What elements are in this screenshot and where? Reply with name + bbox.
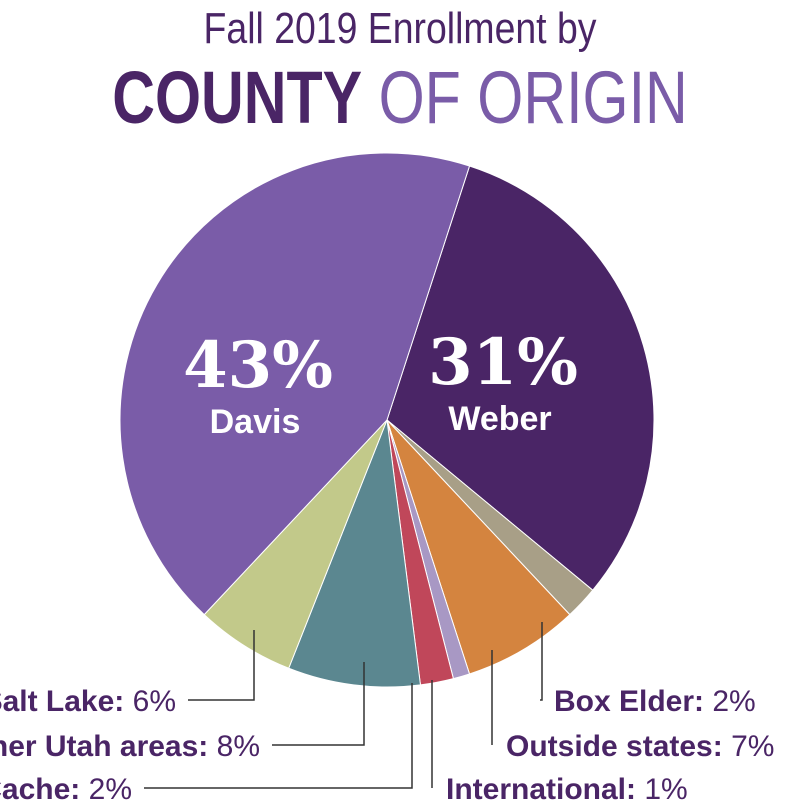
pie-slice-other-utah-areas <box>288 419 422 688</box>
callout-label: Outside states: 7% <box>506 730 774 763</box>
chart-title-bold: COUNTY <box>112 56 363 139</box>
callout-line <box>540 622 543 701</box>
data-label-name: Davis <box>210 403 301 441</box>
callout-name: Salt Lake: <box>0 685 124 718</box>
callout-value: 2% <box>80 773 132 803</box>
pie-slice-weber <box>386 165 655 591</box>
chart-title-rest: OF ORIGIN <box>378 56 688 139</box>
data-label-value: 43% <box>183 328 333 403</box>
pie-slice-davis <box>119 152 471 616</box>
callout-value: 2% <box>704 685 756 718</box>
chart-title-line2: COUNTY OF ORIGIN <box>80 55 720 140</box>
callout-value: 8% <box>208 730 260 763</box>
callout-label: Other Utah areas: 8% <box>0 730 260 763</box>
callout-line <box>144 683 413 789</box>
data-label-name: Weber <box>448 400 551 438</box>
callout-line <box>188 630 255 701</box>
callout-name: Outside states: <box>506 730 723 763</box>
pie-slice-outside-states <box>386 419 571 675</box>
callout-name: Other Utah areas: <box>0 730 208 763</box>
chart-title-line1: Fall 2019 Enrollment by <box>203 4 597 53</box>
callout-value: 1% <box>636 773 688 803</box>
callout-value: 6% <box>124 685 176 718</box>
callout-name: International: <box>446 773 636 803</box>
data-label-value: 31% <box>428 325 578 400</box>
callout-label: International: 1% <box>446 773 688 803</box>
callout-label: Salt Lake: 6% <box>0 685 176 718</box>
callout-name: Cache: <box>0 773 80 803</box>
callout-value: 7% <box>723 730 775 763</box>
callout-name: Box Elder: <box>554 685 704 718</box>
callout-line <box>272 662 365 746</box>
callout-label: Cache: 2% <box>0 773 132 803</box>
callout-label: Box Elder: 2% <box>554 685 756 718</box>
